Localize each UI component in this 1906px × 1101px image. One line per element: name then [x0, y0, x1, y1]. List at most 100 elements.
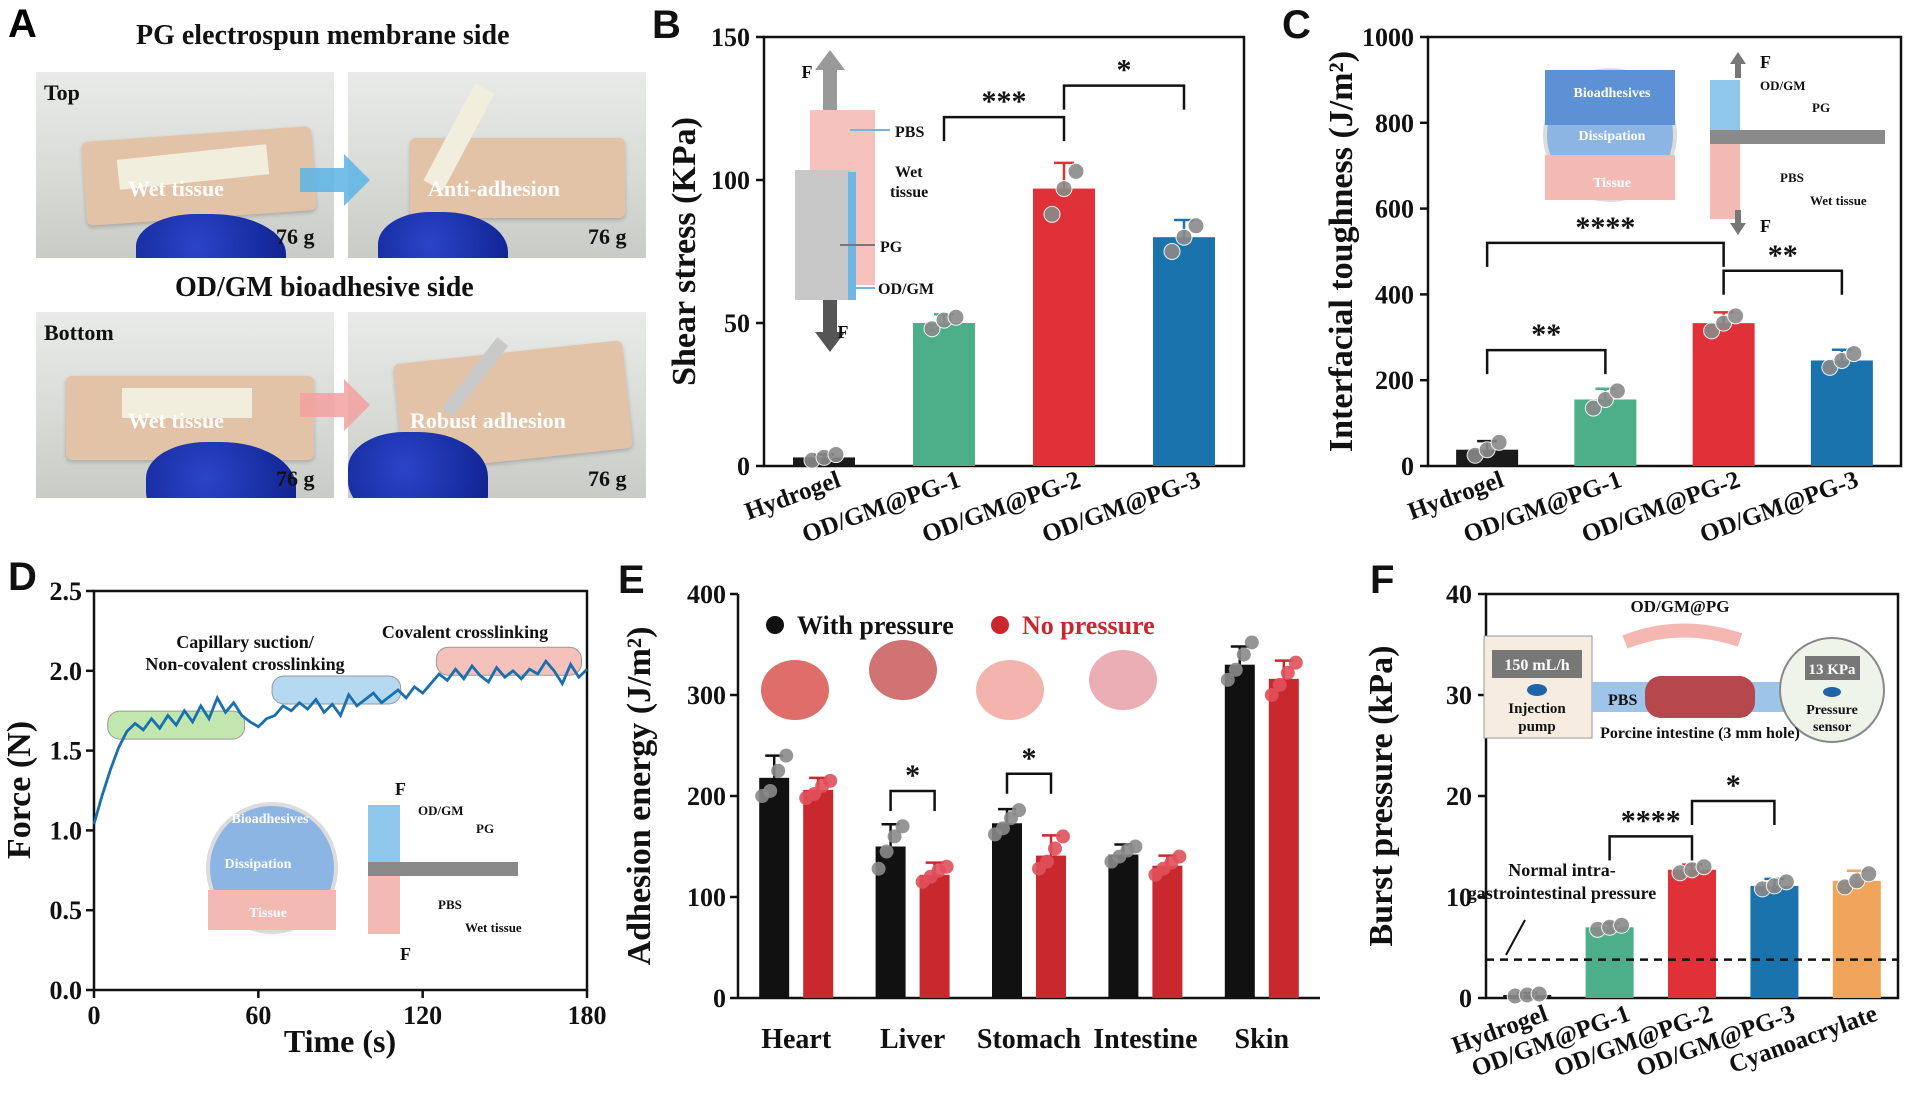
y-tick-label: 50 [724, 309, 750, 338]
panel-b-label: B [652, 3, 681, 47]
arrow-robust-adhesion [300, 379, 370, 431]
reference-label-1: Normal intra- [1508, 860, 1615, 880]
bar [992, 823, 1022, 998]
data-point [947, 308, 965, 326]
bar [919, 874, 950, 998]
bar [913, 323, 975, 466]
y-tick-label: 0 [1459, 984, 1472, 1013]
data-point [1490, 433, 1508, 451]
bar [759, 777, 790, 998]
data-point [1288, 655, 1303, 670]
data-point [1067, 162, 1085, 180]
photo2-weight: 76 g [588, 224, 627, 249]
data-point [1043, 205, 1061, 223]
heart-icon [761, 660, 829, 720]
panel-e-chart: E 0 100 200 300 400 Adhesion energy (J/m²) Hear… [618, 558, 1320, 1055]
significance-label: * [1726, 769, 1741, 802]
photo3-caption: Wet tissue [128, 408, 224, 433]
inset-label-odgm: OD/GM [878, 281, 934, 298]
inset-label-odgm-pg: OD/GM@PG [1631, 597, 1730, 616]
y-tick-label: 0 [737, 452, 750, 481]
inset-label-pbs: PBS [438, 897, 462, 912]
data-point [1040, 854, 1054, 869]
data-point [1128, 839, 1143, 854]
inset-arrow-up [815, 50, 845, 110]
inset-label-pg: PG [880, 239, 903, 256]
legend-no-pressure: No pressure [1022, 611, 1155, 640]
y-axis-label: Interfacial toughness (J/m²) [1323, 51, 1360, 452]
y-tick-label: 0 [1401, 452, 1414, 481]
x-tick-label: Heart [761, 1024, 832, 1055]
x-tick-label: 60 [245, 1001, 271, 1030]
data-point [1584, 399, 1602, 417]
bar [1750, 885, 1799, 998]
significance-bracket [1062, 84, 1186, 110]
data-point [1280, 665, 1295, 680]
legend-marker-with-pressure [766, 616, 784, 634]
significance-bracket [1722, 269, 1844, 295]
inset-arrow-up [1730, 52, 1746, 78]
y-tick-label: 200 [1375, 366, 1414, 395]
photo4-caption: Robust adhesion [410, 408, 566, 433]
panel-a-bottom-header: OD/GM bioadhesive side [175, 272, 474, 303]
y-tick-label: 0.5 [50, 896, 83, 925]
y-tick-label: 2.0 [50, 657, 83, 686]
inset-label-wet: Wet [895, 164, 923, 181]
y-tick-label: 40 [1446, 580, 1472, 609]
inset-label-pg: PG [476, 821, 494, 836]
legend-with-pressure: With pressure [797, 611, 954, 640]
data-point [1055, 180, 1073, 198]
y-tick-label: 100 [711, 166, 750, 195]
inset-label-f-bottom: F [400, 944, 411, 964]
data-point [1777, 873, 1795, 891]
panel-d-chart: D 0.0 0.5 1.0 1.5 2.0 2.5 0 60 120 180 Time (s) Forc… [1, 555, 607, 1059]
inset-sensor-dot [1823, 687, 1841, 697]
data-point [1596, 391, 1614, 409]
photo-top-wet-tissue: Wet tissue 76 g Top [36, 72, 334, 258]
inset-label-pbs: PBS [1780, 170, 1804, 185]
photo1-weight: 76 g [276, 224, 315, 249]
stomach-icon [976, 660, 1044, 720]
inset-label-f-top: F [395, 779, 406, 799]
inset-label-dissipation: Dissipation [1579, 129, 1646, 144]
data-point [1187, 217, 1205, 235]
bar [1036, 855, 1066, 998]
data-point [996, 821, 1010, 836]
bar [1585, 927, 1634, 998]
inset-label-odgm: OD/GM [1760, 78, 1806, 93]
data-point [1236, 647, 1251, 662]
significance-label: ** [1768, 239, 1798, 272]
bar [1668, 869, 1716, 998]
photo-top-anti-adhesion: Anti-adhesion 76 g [348, 72, 646, 258]
data-point [763, 783, 778, 798]
inset-intestine [1645, 676, 1755, 718]
data-point [1172, 849, 1187, 864]
data-point [923, 320, 941, 338]
bar [1153, 237, 1215, 466]
inset-label-pressure: Pressure [1806, 703, 1858, 718]
photo1-caption: Wet tissue [128, 176, 224, 201]
panel-d-label: D [8, 555, 37, 599]
inset-label-13kpa: 13 KPa [1808, 662, 1856, 678]
inset-pg-strip [368, 862, 518, 876]
inset-arrow-down [815, 300, 845, 352]
data-point [827, 446, 845, 464]
annotation-capillary: Capillary suction/ [176, 632, 315, 652]
intestine-icon [1089, 650, 1157, 710]
reference-pointer [1505, 919, 1526, 956]
data-point [895, 819, 910, 834]
inset-sensor-display [1805, 656, 1860, 680]
inset-label-dissipation: Dissipation [225, 857, 292, 872]
photo-bottom-tag: Bottom [44, 320, 114, 345]
gloved-hand [348, 432, 488, 498]
data-point [823, 773, 838, 788]
inset-label-bioadhesives: Bioadhesives [1573, 86, 1651, 101]
inset-label-bioadhesives: Bioadhesives [231, 812, 309, 827]
inset-label-f-bottom: F [838, 322, 849, 342]
bar [1224, 664, 1255, 998]
y-tick-label: 150 [711, 23, 750, 52]
significance-bracket [1485, 241, 1725, 267]
y-tick-label: 400 [687, 580, 726, 609]
significance-bracket [1608, 835, 1694, 861]
